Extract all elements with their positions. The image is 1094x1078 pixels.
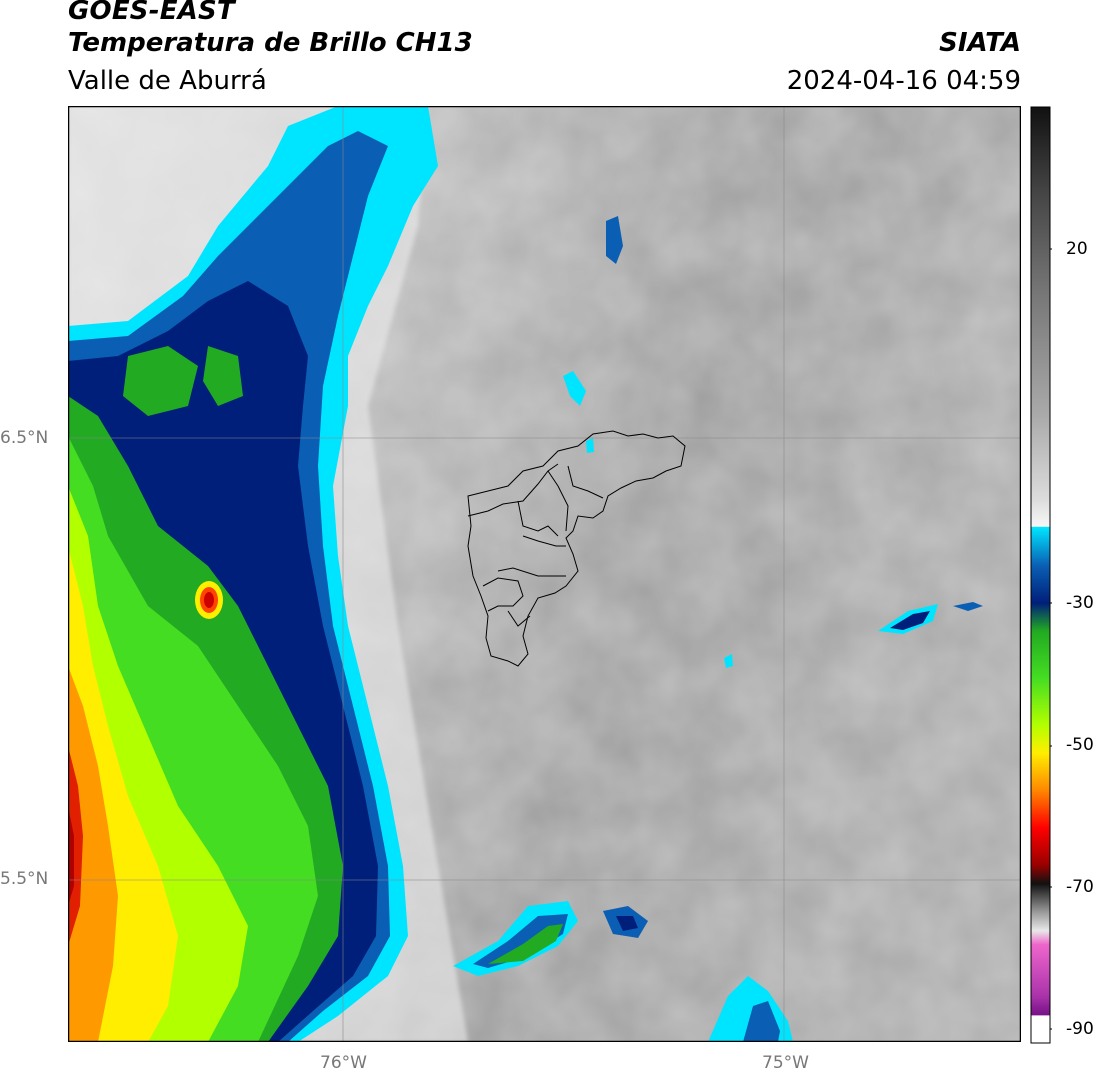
- colorbar-gradient: [1030, 106, 1051, 1044]
- title-product: Temperatura de Brillo CH13: [68, 28, 473, 58]
- title-region: Valle de Aburrá: [68, 66, 267, 96]
- lon-label-75: 75°W: [762, 1053, 809, 1073]
- colorbar-tick-20: 20: [1066, 239, 1088, 259]
- title-datetime: 2024-04-16 04:59: [786, 66, 1021, 96]
- east-cloud-cells: [563, 216, 983, 668]
- colorbar-tick-m90: -90: [1066, 1019, 1094, 1039]
- colorbar-tick-m50: -50: [1066, 735, 1094, 755]
- colorbar-tick-m70: -70: [1066, 877, 1094, 897]
- title-satellite: GOES-EAST: [68, 0, 235, 26]
- map-frame: [68, 106, 1021, 1042]
- satellite-map: [68, 106, 1021, 1042]
- south-cloud-cluster: [453, 901, 793, 1042]
- colorbar-tick-m30: -30: [1066, 593, 1094, 613]
- cold-cloud-mass: [68, 106, 438, 1042]
- lat-label-6-5: 6.5°N: [0, 428, 49, 448]
- lat-label-5-5: 5.5°N: [0, 869, 49, 889]
- title-agency: SIATA: [939, 28, 1021, 58]
- colorbar-ticks: [1050, 248, 1052, 1030]
- graticule: [68, 106, 1021, 1042]
- lon-label-76: 76°W: [320, 1053, 367, 1073]
- aburra-valley-outline: [467, 430, 686, 667]
- colorbar: [1030, 106, 1052, 1044]
